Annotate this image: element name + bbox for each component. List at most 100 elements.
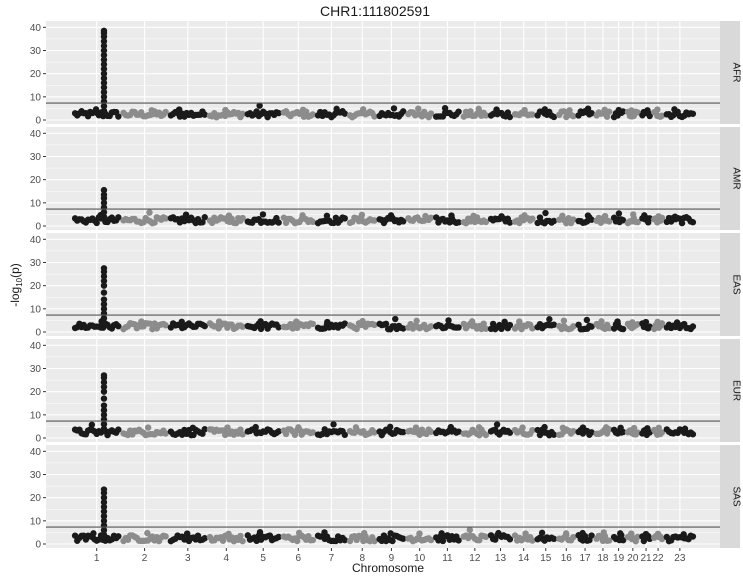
snp-point [566,107,573,114]
snp-point [482,431,490,439]
peak-snp-point [100,319,108,326]
snp-point [162,215,169,222]
snp-point [470,212,477,220]
facet-strip-label: AMR [731,167,742,189]
x-tick-label: 4 [224,553,230,564]
snp-point [275,533,282,541]
snp-point [309,320,317,328]
snp-point [644,425,651,432]
snp-point [184,530,191,537]
snp-point [275,428,282,435]
snp-point [602,424,610,431]
snp-point [321,529,328,536]
snp-point [482,533,490,541]
snp-point [371,321,378,329]
x-tick-label: 6 [296,553,302,564]
snp-point [619,537,627,544]
facet-strip-label: EUR [731,380,742,401]
y-tick-label: 40 [30,235,42,246]
snp-point [189,424,197,432]
snp-point [92,106,100,113]
snp-point [162,108,169,116]
snp-point [387,530,394,537]
peak-snp-point [100,79,108,87]
snp-point [175,106,183,113]
snp-point [482,325,490,332]
y-tick-label: 20 [30,281,42,292]
y-tick-label: 0 [35,328,41,339]
snp-point [90,530,97,537]
peak-snp-point [100,305,108,313]
snp-point [493,106,500,113]
y-tick-label: 30 [30,364,42,375]
snp-point [634,533,641,541]
snp-point [257,318,264,325]
chart-title: CHR1:111802591 [320,3,430,19]
snp-point [438,530,445,537]
snp-point [333,105,340,113]
facet-strip-label: EAS [731,274,742,294]
snp-point [506,113,514,121]
snp-point [225,530,232,538]
snp-point [563,219,570,227]
peak-snp-point [100,75,108,82]
y-tick-label: 30 [30,46,42,57]
snp-point [413,317,420,325]
y-tick-label: 40 [30,23,42,34]
peak-snp-point [100,191,108,198]
snp-point [654,106,661,113]
snp-point [293,318,300,325]
peak-snp-point [100,84,108,91]
snp-point [541,423,548,431]
snp-point [341,431,349,439]
snp-point [588,532,595,539]
snp-point [641,212,648,219]
x-tick-label: 17 [580,553,592,564]
y-tick-label: 40 [30,341,42,352]
peak-snp-point [100,47,108,54]
facet-strip [720,127,740,230]
facet-strip [720,233,740,336]
snp-point [389,537,396,545]
snp-point [309,218,317,226]
y-tick-label: 10 [30,304,42,315]
snp-point [295,424,302,431]
peak-snp-point [100,107,108,114]
snp-point [445,317,452,324]
snp-point [501,318,508,326]
snp-point [655,213,662,220]
peak-snp-point [100,379,108,386]
y-tick-label: 10 [30,198,42,209]
snp-point [256,528,264,536]
snp-point [256,102,263,109]
snp-point [162,430,169,437]
snp-point [427,323,435,330]
y-tick-label: 0 [35,116,41,127]
snp-point [201,426,208,433]
peak-snp-point [100,499,108,506]
panel-background [46,127,720,230]
snp-point [222,106,229,114]
peak-snp-point [100,93,108,101]
snp-point [162,322,169,329]
snp-point [219,537,227,544]
snp-point [655,424,662,432]
snp-point [615,210,623,217]
facet-panel-sas: 0 10 20 30 40 SAS [30,445,742,551]
snp-point [415,105,422,112]
snp-point [689,431,697,438]
peak-snp-point [100,296,108,303]
snp-point [115,214,122,221]
snp-point [359,317,366,325]
snp-point [617,424,624,432]
x-tick-label: 20 [627,553,639,564]
snp-point [295,529,303,537]
snp-point [190,431,197,439]
snp-point [201,322,208,330]
snp-point [146,209,153,216]
facet-strip [720,445,740,548]
snp-point [115,533,122,540]
snp-point [628,107,635,114]
peak-snp-point [100,512,108,520]
snp-point [323,212,331,220]
